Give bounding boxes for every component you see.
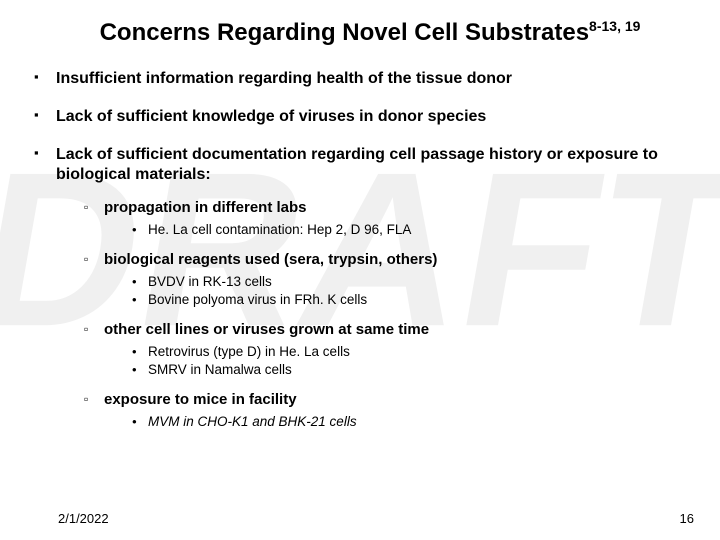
sub-3-item-1: Retrovirus (type D) in He. La cells bbox=[132, 343, 692, 361]
footer-page-number: 16 bbox=[680, 511, 694, 526]
bullet-1: Insufficient information regarding healt… bbox=[34, 69, 692, 89]
sub-1-label: propagation in different labs bbox=[104, 199, 307, 216]
footer-date: 2/1/2022 bbox=[58, 511, 109, 526]
title-text: Concerns Regarding Novel Cell Substrates bbox=[100, 19, 589, 46]
bullet-2: Lack of sufficient knowledge of viruses … bbox=[34, 107, 692, 127]
sub-3: other cell lines or viruses grown at sam… bbox=[84, 321, 692, 379]
sub-3-label: other cell lines or viruses grown at sam… bbox=[104, 321, 429, 338]
slide: DRAFT Concerns Regarding Novel Cell Subs… bbox=[0, 0, 720, 540]
sub-2-item-2: Bovine polyoma virus in FRh. K cells bbox=[132, 291, 692, 309]
sub-3-items: Retrovirus (type D) in He. La cells SMRV… bbox=[132, 343, 692, 379]
slide-title: Concerns Regarding Novel Cell Substrates… bbox=[48, 18, 692, 47]
bullet-3: Lack of sufficient documentation regardi… bbox=[34, 145, 692, 431]
sub-4: exposure to mice in facility MVM in CHO-… bbox=[84, 391, 692, 431]
sub-4-label: exposure to mice in facility bbox=[104, 391, 297, 408]
sub-3-item-2: SMRV in Namalwa cells bbox=[132, 361, 692, 379]
sub-2-label: biological reagents used (sera, trypsin,… bbox=[104, 251, 437, 268]
sub-list: propagation in different labs He. La cel… bbox=[84, 199, 692, 431]
sub-2-items: BVDV in RK-13 cells Bovine polyoma virus… bbox=[132, 273, 692, 309]
sub-1-item-1: He. La cell contamination: Hep 2, D 96, … bbox=[132, 221, 692, 239]
sub-1-items: He. La cell contamination: Hep 2, D 96, … bbox=[132, 221, 692, 239]
sub-1: propagation in different labs He. La cel… bbox=[84, 199, 692, 239]
sub-4-item-1: MVM in CHO-K1 and BHK-21 cells bbox=[132, 413, 692, 431]
bullet-3-text: Lack of sufficient documentation regardi… bbox=[56, 146, 658, 183]
sub-2: biological reagents used (sera, trypsin,… bbox=[84, 251, 692, 309]
sub-4-items: MVM in CHO-K1 and BHK-21 cells bbox=[132, 413, 692, 431]
bullet-list: Insufficient information regarding healt… bbox=[34, 69, 692, 431]
title-superscript: 8-13, 19 bbox=[589, 18, 640, 34]
sub-2-item-1: BVDV in RK-13 cells bbox=[132, 273, 692, 291]
